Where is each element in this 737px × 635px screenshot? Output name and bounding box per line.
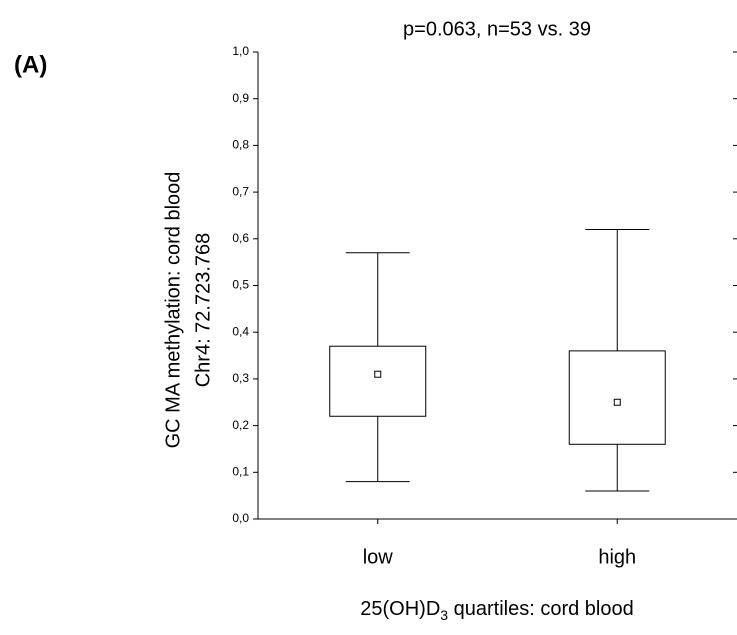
center-marker (613, 398, 621, 406)
center-marker (374, 370, 382, 378)
y-tick-label: 0,7 (232, 184, 249, 198)
box (568, 350, 666, 445)
chart-title: p=0.063, n=53 vs. 39 (403, 18, 591, 40)
y-tick-label: 0,8 (232, 138, 249, 152)
y-tick-label: 0,4 (232, 324, 249, 338)
panel-label: (A) (14, 51, 47, 78)
y-tick-label: 0,0 (232, 511, 249, 525)
x-axis-label-subscript: 3 (440, 607, 448, 623)
box (329, 345, 427, 417)
x-tick-label: low (363, 546, 394, 568)
y-tick-label: 0,6 (232, 231, 249, 245)
x-tick-label: high (598, 546, 636, 568)
x-axis-label-part: 25(OH)D (360, 598, 440, 620)
y-tick-label: 1,0 (232, 44, 249, 58)
y-tick-label: 0,3 (232, 371, 249, 385)
y-tick-label: 0,9 (232, 91, 249, 105)
y-tick-label: 0,1 (232, 464, 249, 478)
y-axis-label: Chr4: 72.723.768 (192, 233, 214, 388)
x-axis-label-part: quartiles: cord blood (448, 598, 634, 620)
x-axis-label: 25(OH)D3 quartiles: cord blood (360, 598, 633, 622)
y-axis-label: GC MA methylation: cord blood (162, 172, 184, 449)
y-tick-label: 0,2 (232, 418, 249, 432)
y-tick-label: 0,5 (232, 278, 249, 292)
